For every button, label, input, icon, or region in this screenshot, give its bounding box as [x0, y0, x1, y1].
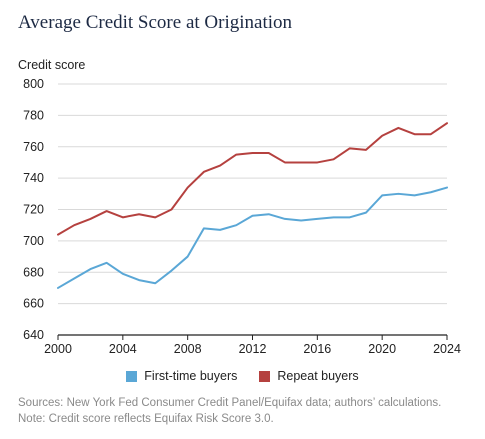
x-tick-label: 2000	[44, 342, 72, 356]
legend-label-repeat: Repeat buyers	[277, 369, 359, 383]
y-tick-label: 680	[23, 265, 44, 279]
legend-swatch-first-time	[126, 370, 138, 382]
x-tick-label: 2016	[303, 342, 331, 356]
x-tick-label: 2008	[174, 342, 202, 356]
x-tick-labels: 2000 2004 2008 2012 2016 2020 2024	[44, 335, 461, 356]
series-line-repeat-buyers	[57, 122, 448, 236]
y-tick-label: 720	[23, 203, 44, 217]
y-tick-label: 740	[23, 171, 44, 185]
legend-item-repeat: Repeat buyers	[259, 369, 359, 383]
y-tick-label: 700	[23, 234, 44, 248]
legend-swatch-repeat	[259, 370, 271, 382]
series-line-first-time-buyers	[57, 186, 448, 289]
y-axis-label: Credit score	[18, 58, 86, 72]
y-tick-label: 780	[23, 108, 44, 122]
y-tick-label: 760	[23, 140, 44, 154]
series-lines	[57, 122, 448, 289]
chart-title: Average Credit Score at Origination	[18, 12, 292, 33]
sources-note: Sources: New York Fed Consumer Credit Pa…	[18, 397, 442, 409]
y-tick-labels: 640 660 680 700 720 740 760 780 800	[23, 77, 44, 342]
gridlines	[58, 83, 447, 336]
x-tick-label: 2024	[433, 342, 461, 356]
footnote: Note: Credit score reflects Equifax Risk…	[18, 413, 274, 425]
x-tick-label: 2012	[239, 342, 267, 356]
legend-item-first-time: First-time buyers	[126, 369, 237, 383]
y-tick-label: 640	[23, 328, 44, 342]
y-tick-label: 800	[23, 77, 44, 91]
x-tick-label: 2020	[368, 342, 396, 356]
y-tick-label: 660	[23, 297, 44, 311]
legend-label-first-time: First-time buyers	[144, 369, 238, 383]
legend: First-time buyers Repeat buyers	[0, 369, 485, 383]
x-tick-label: 2004	[109, 342, 137, 356]
